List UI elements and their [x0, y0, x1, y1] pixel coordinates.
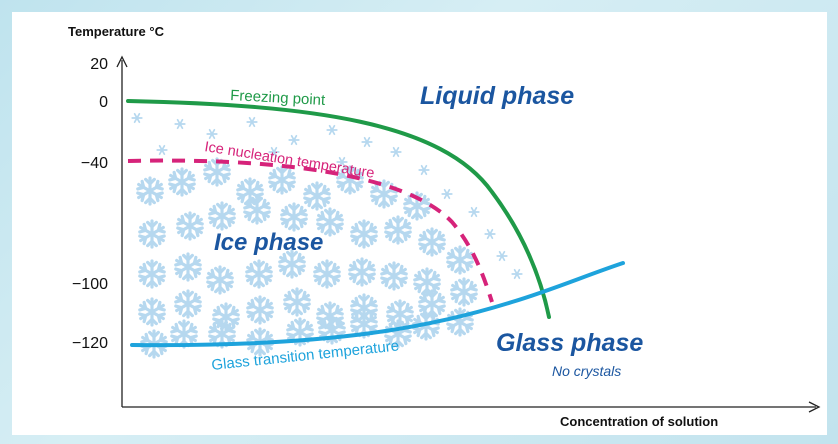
y-axis-title: Temperature °C [68, 24, 165, 39]
ice-crystals [137, 159, 478, 357]
ice-crystals-sparse [131, 112, 523, 280]
snowflake-icon [361, 136, 373, 148]
glass-phase-label: Glass phase [496, 329, 643, 357]
snowflake-icon [169, 169, 196, 195]
glass-transition-curve [130, 261, 625, 348]
y-tick-labels: 20 0 −40 −100 −120 [72, 56, 108, 352]
snowflake-icon [284, 289, 311, 315]
snowflake-icon [206, 128, 218, 140]
snowflake-icon [177, 213, 204, 239]
snowflake-icon [174, 118, 186, 130]
y-axis-arrow-icon [116, 55, 128, 68]
diagram-panel: 20 0 −40 −100 −120 Temperature °C Concentrat… [12, 12, 827, 435]
snowflake-icon [269, 167, 296, 193]
snowflake-icon [288, 134, 300, 146]
no-crystals-label: No crystals [552, 363, 621, 379]
phase-diagram: 20 0 −40 −100 −120 Temperature °C Concentrat… [68, 24, 821, 429]
snowflake-icon [175, 254, 202, 280]
snowflake-icon [451, 279, 478, 305]
snowflake-icon [326, 124, 338, 136]
snowflake-icon [385, 217, 412, 243]
snowflake-icon [213, 304, 240, 330]
snowflake-icon [484, 228, 496, 240]
snowflake-icon [246, 261, 273, 287]
snowflake-icon [247, 297, 274, 323]
snowflake-icon [419, 229, 446, 255]
freezing-point-curve [126, 99, 551, 319]
liquid-phase-label: Liquid phase [420, 82, 574, 110]
ice-nucleation-curve [127, 158, 494, 303]
ice-phase-label: Ice phase [214, 229, 323, 256]
snowflake-icon [175, 291, 202, 317]
snowflake-icon [156, 144, 168, 156]
snowflake-icon [468, 206, 480, 218]
freezing-point-label: Freezing point [230, 87, 327, 109]
snowflake-icon [139, 299, 166, 325]
snowflake-icon [209, 203, 236, 229]
x-axis-arrow-icon [808, 401, 821, 413]
snowflake-icon [349, 259, 376, 285]
y-tick-label: 0 [99, 94, 108, 111]
snowflake-icon [207, 267, 234, 293]
snowflake-icon [137, 178, 164, 204]
snowflake-icon [314, 261, 341, 287]
snowflake-icon [390, 146, 402, 158]
snowflake-icon [131, 112, 143, 124]
snowflake-icon [447, 247, 474, 273]
snowflake-icon [381, 263, 408, 289]
snowflake-icon [441, 188, 453, 200]
snowflake-icon [351, 221, 378, 247]
snowflake-icon [418, 164, 430, 176]
snowflake-icon [139, 221, 166, 247]
snowflake-icon [496, 250, 508, 262]
snowflake-icon [511, 268, 523, 280]
axes [116, 55, 821, 413]
y-tick-label: −120 [72, 335, 108, 352]
snowflake-icon [281, 204, 308, 230]
y-tick-label: −100 [72, 276, 108, 293]
y-tick-label: −40 [81, 155, 108, 172]
y-tick-label: 20 [90, 56, 108, 73]
x-axis-title: Concentration of solution [560, 414, 718, 429]
snowflake-icon [246, 116, 258, 128]
snowflake-icon [139, 261, 166, 287]
snowflake-icon [371, 181, 398, 207]
snowflake-icon [304, 183, 331, 209]
